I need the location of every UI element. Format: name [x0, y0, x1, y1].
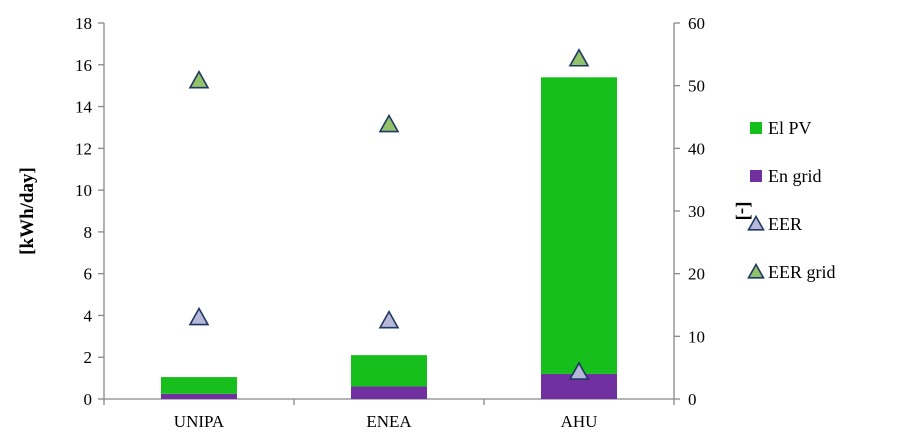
legend-label-eer: EER: [768, 214, 802, 234]
legend-swatch-en-grid: [750, 170, 762, 182]
y-tick-label: 16: [75, 56, 92, 75]
y2-tick-label: 10: [688, 327, 705, 346]
y2-tick-label: 20: [688, 265, 705, 284]
y-tick-label: 0: [84, 390, 93, 409]
legend-swatch-eer: [747, 214, 765, 231]
legend-label-el-pv: El PV: [768, 118, 812, 138]
y2-axis-title: [-]: [733, 202, 754, 221]
marker-eer-grid: [188, 70, 210, 89]
bar-el-pv: [541, 77, 617, 374]
x-tick-label: UNIPA: [174, 412, 225, 431]
y2-tick-label: 0: [688, 390, 697, 409]
y-tick-label: 4: [84, 306, 93, 325]
legend-label-eer-grid: EER grid: [768, 262, 836, 282]
y-tick-label: 8: [84, 223, 93, 242]
y-axis-title: [kWh/day]: [17, 167, 38, 255]
y2-tick-label: 40: [688, 139, 705, 158]
bar-el-pv: [161, 377, 237, 394]
y-tick-label: 14: [75, 98, 93, 117]
y2-tick-label: 50: [688, 77, 705, 96]
y-tick-label: 12: [75, 139, 92, 158]
marker-eer-grid: [568, 48, 590, 67]
y2-tick-label: 60: [688, 14, 705, 33]
bar-el-pv: [351, 355, 427, 387]
marker-eer: [378, 310, 400, 329]
y-tick-label: 6: [84, 265, 93, 284]
y-tick-label: 10: [75, 181, 92, 200]
x-tick-label: ENEA: [366, 412, 412, 431]
y-tick-label: 2: [84, 348, 93, 367]
legend-label-en-grid: En grid: [768, 166, 822, 186]
bar-en-grid: [161, 393, 237, 399]
marker-eer: [188, 306, 210, 326]
markers: [188, 48, 590, 380]
y2-tick-label: 30: [688, 202, 705, 221]
marker-eer: [568, 361, 590, 380]
bars: [161, 77, 617, 399]
marker-eer-grid: [378, 113, 400, 133]
y-tick-label: 18: [75, 14, 92, 33]
legend-swatch-eer-grid: [747, 262, 765, 279]
bar-en-grid: [351, 386, 427, 399]
legend: El PV En grid EER EER grid: [747, 118, 836, 282]
legend-swatch-el-pv: [750, 122, 762, 134]
x-tick-label: AHU: [561, 412, 598, 431]
tick-labels: 0 2 4 6 8 10 12 14 16 18 0 10 20 30 40 50 60 UNIPA ENEA AHU: [75, 14, 705, 431]
